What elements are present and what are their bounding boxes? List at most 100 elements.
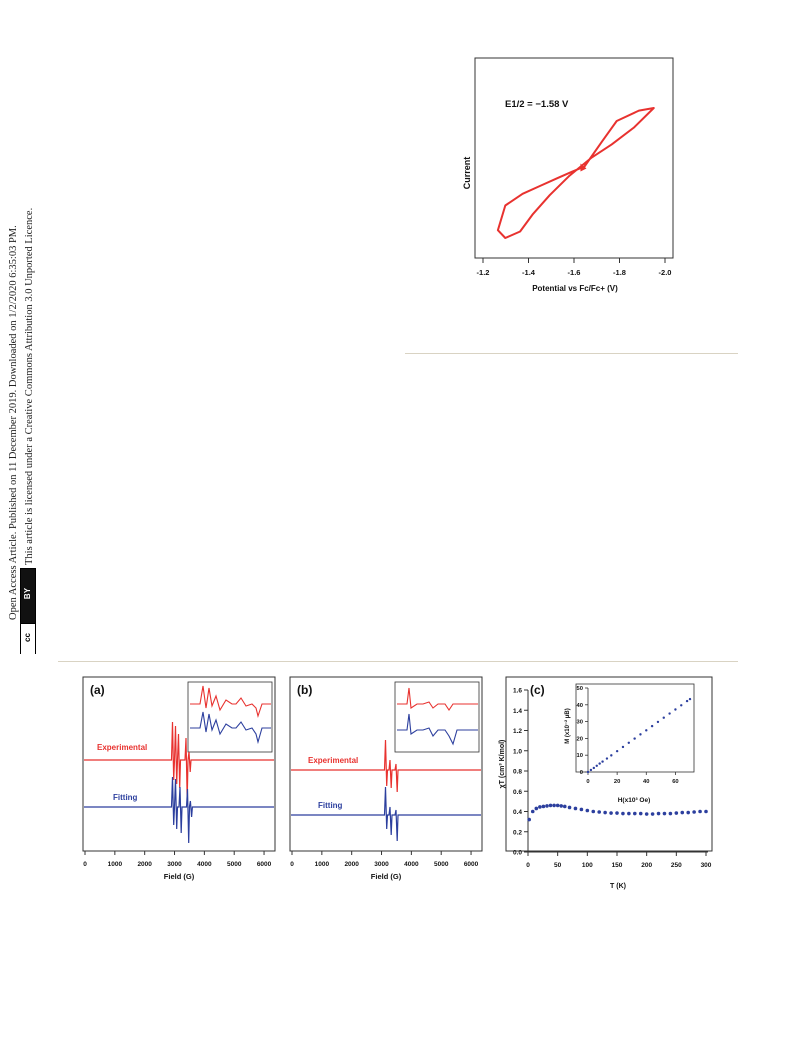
epr-b-inset-frame: [394, 681, 480, 753]
mag-c-data-point: [562, 804, 567, 809]
epr-b-fitting-label: Fitting: [318, 801, 343, 810]
mag-c-data-point: [638, 811, 643, 816]
epr-b-x-label: Field (G): [371, 872, 402, 881]
mag-c-y-tick-label: 0.4: [513, 809, 522, 816]
b-x-tick-label: 6000: [464, 861, 479, 868]
cv-x-tick-label: -1.2: [477, 268, 490, 277]
epr-a-fitting-label: Fitting: [113, 793, 138, 802]
b-x-tick-label: 4000: [404, 861, 419, 868]
mag-c-inset-point: [680, 704, 683, 707]
mag-c-inset-point: [592, 766, 596, 770]
a-x-tick-label: 6000: [257, 861, 272, 868]
mag-c-y-tick-label: 0.6: [513, 789, 522, 796]
mag-c-inset-point: [674, 708, 677, 711]
mag-c-data-point: [674, 811, 679, 815]
mag-c-inset-point: [589, 768, 593, 772]
badge-by-text: BY: [23, 587, 33, 600]
mag-c-inset-x-label: H(x10³ Oe): [618, 797, 651, 804]
mag-c-inset-points: [586, 697, 692, 774]
mag-c-x-tick-label: 250: [671, 862, 682, 869]
mag-c-data-point: [704, 809, 708, 814]
epr-b-x-ticks: 0 1000 2000 3000 4000 5000 6000: [290, 851, 479, 868]
section-divider-bottom: [58, 661, 738, 662]
b-x-tick-label: 5000: [434, 861, 449, 868]
mag-c-y-label: χT (cm³ K/mol): [499, 740, 506, 789]
mag-c-data-point: [527, 817, 531, 822]
mag-c-data-point: [680, 810, 685, 815]
mag-c-panel-label: (c): [530, 683, 545, 697]
mag-c-x-tick-label: 100: [582, 862, 593, 869]
epr-chart-b: (b) Experimental Fitting 0 1000 2000 3000 40…: [289, 676, 483, 881]
mag-c-x-label: T (K): [610, 883, 626, 890]
epr-a-x-label: Field (G): [164, 872, 195, 881]
epr-a-x-ticks: 0 1000 2000 3000 4000 5000 6000: [83, 851, 272, 868]
publication-note: Open Access Article. Published on 11 Dec…: [8, 225, 19, 620]
mag-c-data-point: [591, 809, 596, 814]
mag-c-data-point: [662, 811, 667, 816]
magnetism-chart-c: (c) 0 50 100 150 200 250 3000.00.20.40.60.81.0…: [499, 676, 713, 890]
cv-annotation: E1/2 = −1.58 V: [505, 99, 569, 110]
mag-c-inset-point: [685, 699, 689, 703]
mag-c-data-point: [559, 804, 564, 808]
mag-c-inset-frame: [575, 683, 695, 773]
mag-c-inset-y-tick-label: 50: [577, 686, 583, 692]
mag-c-inset-point: [650, 724, 654, 728]
mag-c-points: [527, 803, 708, 822]
mag-c-data-point: [548, 803, 553, 808]
b-x-tick-label: 0: [290, 861, 294, 868]
mag-c-x-tick-label: 200: [641, 862, 652, 869]
mag-c-data-point: [603, 810, 607, 815]
mag-c-inset-point: [586, 770, 590, 774]
a-x-tick-label: 2000: [137, 861, 152, 868]
mag-c-ticks: 0 50 100 150 200 250 3000.00.20.40.60.81.01.21…: [513, 688, 712, 870]
epr-a-inset-fitting: [190, 711, 271, 745]
mag-c-y-tick-label: 0.2: [513, 829, 522, 836]
mag-c-inset-point: [627, 741, 630, 744]
mag-c-inset-point: [615, 749, 619, 753]
mag-c-x-tick-label: 300: [701, 862, 712, 869]
mag-c-inset-point: [595, 764, 598, 767]
mag-c-y-tick-label: 1.6: [513, 688, 522, 695]
mag-c-inset-y-tick-label: 0: [580, 770, 583, 776]
epr-b-experimental-label: Experimental: [308, 756, 358, 765]
b-x-tick-label: 1000: [315, 861, 330, 868]
mag-c-y-tick-label: 1.2: [513, 728, 522, 735]
mag-c-inset-point: [605, 757, 609, 760]
epr-b-panel-label: (b): [297, 683, 312, 697]
mag-c-y-tick-label: 1.4: [513, 708, 522, 715]
license-note[interactable]: This article is licensed under a Creativ…: [24, 207, 35, 565]
mag-c-y-tick-label: 0.8: [513, 769, 522, 776]
mag-c-data-point: [633, 811, 637, 816]
mag-c-inset-point: [633, 737, 636, 740]
mag-c-data-point: [541, 804, 546, 809]
cv-direction-arrow-icon: [580, 163, 587, 172]
mag-c-data-point: [555, 803, 560, 808]
cc-by-badge-icon[interactable]: BY cc: [20, 568, 36, 654]
mag-c-inset-point: [668, 712, 671, 715]
cv-x-tick-label: -1.4: [522, 268, 536, 277]
mag-c-data-point: [644, 812, 649, 816]
mag-c-inset-x-tick-label: 40: [643, 779, 649, 785]
epr-a-inset-frame: [187, 681, 273, 753]
mag-c-y-tick-label: 1.0: [513, 748, 522, 755]
mag-c-inset-point: [662, 716, 665, 719]
cv-x-ticks: -1.2 -1.4 -1.6 -1.8 -2.0: [477, 258, 671, 277]
mag-c-inset-point: [645, 729, 648, 732]
mag-c-inset-point: [656, 720, 660, 724]
mag-c-data-point: [538, 805, 542, 809]
mag-c-data-point: [621, 811, 625, 816]
epr-a-experimental-label: Experimental: [97, 743, 147, 752]
mag-c-data-point: [552, 803, 556, 808]
mag-c-inset-y-tick-label: 40: [577, 703, 583, 709]
a-x-tick-label: 0: [83, 861, 87, 868]
mag-c-inset-point: [621, 745, 625, 749]
cv-x-tick-label: -1.6: [568, 268, 581, 277]
mag-c-data-point: [545, 804, 549, 808]
mag-c-inset-point: [688, 697, 692, 701]
mag-c-data-point: [668, 811, 673, 816]
mag-c-inset-y-label: M (x10⁻² μB): [564, 708, 571, 744]
epr-a-panel-label: (a): [90, 683, 105, 697]
mag-c-x-tick-label: 150: [612, 862, 623, 869]
mag-c-inset-point: [639, 733, 642, 736]
a-x-tick-label: 4000: [197, 861, 212, 868]
